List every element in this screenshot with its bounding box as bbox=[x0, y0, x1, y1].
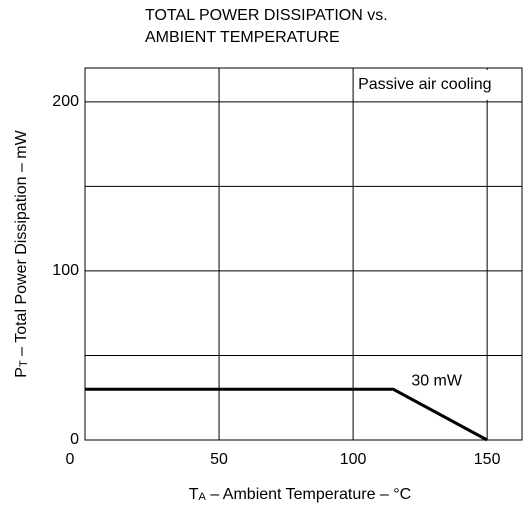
y-tick-label: 0 bbox=[70, 431, 79, 448]
y-tick-label: 100 bbox=[52, 262, 79, 279]
x-tick-label: 50 bbox=[210, 451, 228, 468]
annotation: Passive air cooling bbox=[358, 76, 491, 93]
x-tick-label: 0 bbox=[66, 451, 75, 468]
annotation-box bbox=[354, 70, 521, 100]
series-label: 30 mW bbox=[411, 372, 463, 389]
x-axis-label: TA – Ambient Temperature – °C bbox=[189, 486, 411, 503]
x-tick-label: 150 bbox=[474, 451, 501, 468]
data-line bbox=[85, 387, 488, 442]
chart-title: AMBIENT TEMPERATURE bbox=[145, 29, 340, 46]
chart-title: TOTAL POWER DISSIPATION vs. bbox=[145, 7, 388, 24]
y-axis-label: PT – Total Power Dissipation – mW bbox=[13, 129, 30, 377]
y-tick-label: 200 bbox=[52, 93, 79, 110]
x-tick-label: 100 bbox=[340, 451, 367, 468]
